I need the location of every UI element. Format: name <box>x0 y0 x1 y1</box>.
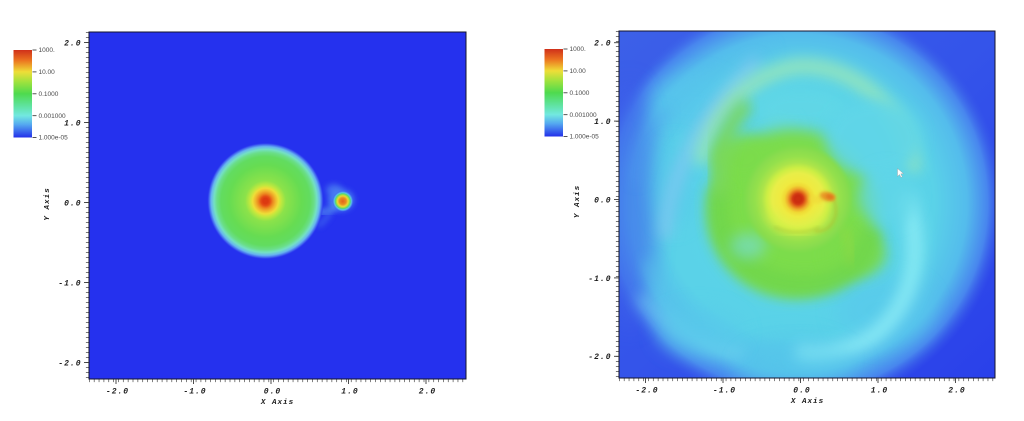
svg-text:10.00: 10.00 <box>570 68 587 75</box>
svg-text:1.000e-05: 1.000e-05 <box>570 134 600 141</box>
svg-text:-1.0: -1.0 <box>183 387 206 396</box>
svg-text:0.1000: 0.1000 <box>39 91 59 98</box>
svg-text:10.00: 10.00 <box>39 69 56 76</box>
svg-text:-2.0: -2.0 <box>635 386 658 395</box>
svg-text:0.001000: 0.001000 <box>39 113 66 120</box>
svg-text:-1.0: -1.0 <box>58 279 81 288</box>
svg-text:0.1000: 0.1000 <box>570 90 590 97</box>
svg-text:-1.0: -1.0 <box>588 275 611 284</box>
svg-text:2.0: 2.0 <box>948 386 965 395</box>
svg-text:0.0: 0.0 <box>264 387 281 396</box>
svg-text:X Axis: X Axis <box>790 398 824 406</box>
svg-text:1.0: 1.0 <box>341 387 358 396</box>
svg-text:-2.0: -2.0 <box>106 387 129 396</box>
svg-text:2.0: 2.0 <box>64 39 81 48</box>
svg-text:-2.0: -2.0 <box>588 353 611 362</box>
svg-text:1.0: 1.0 <box>64 119 81 128</box>
svg-text:-2.0: -2.0 <box>58 359 81 368</box>
svg-text:1.0: 1.0 <box>594 118 611 127</box>
svg-text:-1.0: -1.0 <box>713 386 736 395</box>
svg-text:1.000e-05: 1.000e-05 <box>39 135 69 142</box>
svg-text:X Axis: X Axis <box>260 399 294 407</box>
svg-text:Y Axis: Y Axis <box>574 185 582 218</box>
svg-text:1000.: 1000. <box>39 47 55 54</box>
svg-text:0.001000: 0.001000 <box>570 112 597 119</box>
svg-text:2.0: 2.0 <box>419 387 436 396</box>
svg-text:0.0: 0.0 <box>64 199 81 208</box>
svg-text:Y Axis: Y Axis <box>44 187 52 220</box>
svg-text:0.0: 0.0 <box>594 196 611 205</box>
svg-text:1.0: 1.0 <box>871 386 888 395</box>
svg-text:0.0: 0.0 <box>793 386 810 395</box>
svg-text:2.0: 2.0 <box>594 40 611 49</box>
svg-text:1000.: 1000. <box>570 46 586 53</box>
